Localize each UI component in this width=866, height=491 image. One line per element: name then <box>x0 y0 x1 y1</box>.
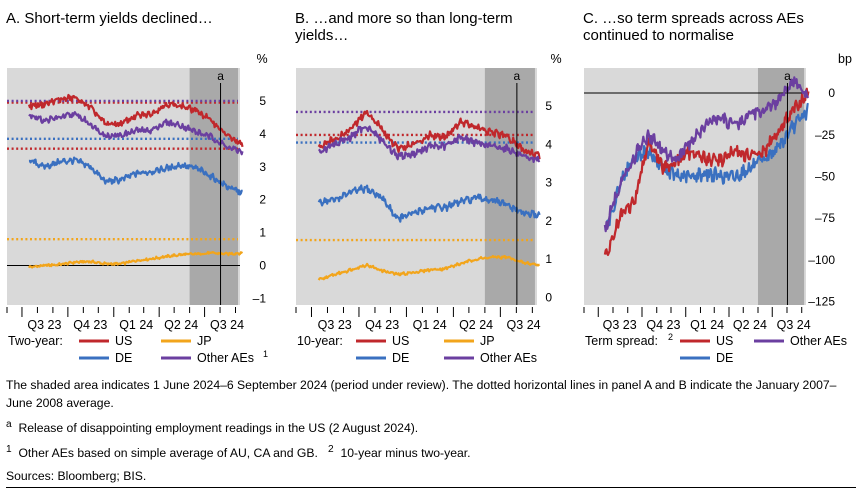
event-marker-label: a <box>784 69 791 83</box>
y-tick-label: 1 <box>259 226 266 240</box>
x-tick-label: Q4 23 <box>73 318 107 332</box>
note-2-mark: 2 <box>328 444 334 456</box>
chart-panel-c: C. …so term spreads across AEs continued … <box>583 10 852 365</box>
sources-note: Sources: Bloomberg; BIS. <box>6 469 147 483</box>
legend-label: JP <box>480 334 495 348</box>
series-line-us <box>317 109 541 160</box>
event-marker-label: a <box>514 69 521 83</box>
series-line-de <box>317 184 541 223</box>
y-tick-label: 2 <box>259 193 266 207</box>
legend-superscript: 1 <box>263 349 268 359</box>
y-tick-label: 0 <box>259 259 266 273</box>
y-tick-label: –1 <box>253 291 267 305</box>
chart-panel-a: A. Short-term yields declined…% 5 4 3 2 1 0 –1 a… <box>6 10 268 365</box>
x-tick-label: Q2 24 <box>733 318 767 332</box>
note-1-text: Other AEs based on simple average of AU,… <box>18 446 318 461</box>
series-line-us <box>603 87 810 256</box>
legend-label: Other AEs <box>790 334 847 348</box>
note-a: a Release of disappointing employment re… <box>6 416 856 437</box>
legend-label: US <box>716 334 733 348</box>
series-line-other-aes <box>28 111 244 156</box>
legend-label: DE <box>716 351 733 365</box>
panel-b-title-line: B. …and more so than long-term <box>295 10 513 27</box>
series-line-de <box>604 102 809 232</box>
panel-b-title-line: yields… <box>295 27 348 44</box>
x-tick-label: Q3 23 <box>318 318 352 332</box>
note-2-text: 10-year minus two-year. <box>340 446 471 461</box>
panel-a-title: A. Short-term yields declined… <box>6 10 213 27</box>
note-a-mark: a <box>6 419 12 430</box>
series-line-jp <box>28 250 244 269</box>
x-tick-label: Q2 24 <box>164 318 198 332</box>
x-tick-label: Q3 23 <box>603 318 637 332</box>
x-tick-label: Q3 24 <box>210 318 244 332</box>
y-tick-label: 5 <box>259 94 266 108</box>
event-marker-label: a <box>217 69 224 83</box>
legend-label: JP <box>197 334 212 348</box>
x-tick-label: Q4 23 <box>646 318 680 332</box>
legend-title: Two-year: <box>8 334 63 348</box>
y-tick-label: 2 <box>545 214 552 228</box>
x-tick-label: Q4 23 <box>365 318 399 332</box>
legend-title: 10-year: <box>297 334 343 348</box>
panel-c-title-line: continued to normalise <box>583 27 734 44</box>
legend-label: US <box>115 334 132 348</box>
y-tick-label: –50 <box>815 169 835 183</box>
legend-label: DE <box>115 351 132 365</box>
y-tick-label: 3 <box>259 160 266 174</box>
series-line-other-aes <box>603 76 810 233</box>
x-tick-label: Q1 24 <box>690 318 724 332</box>
panel-c-title: C. …so term spreads across AEs continued … <box>583 10 804 44</box>
note-1-mark: 1 <box>6 444 12 456</box>
panel-a-title-line: A. Short-term yields declined… <box>6 10 213 27</box>
note-shading: The shaded area indicates 1 June 2024–6 … <box>6 378 837 410</box>
y-tick-label: –75 <box>815 211 835 225</box>
x-tick-label: Q1 24 <box>119 318 153 332</box>
x-tick-label: Q3 23 <box>27 318 61 332</box>
legend-title: Term spread: <box>585 334 658 348</box>
series-line-us <box>27 93 244 148</box>
x-tick-label: Q3 24 <box>507 318 541 332</box>
y-tick-label: 1 <box>545 252 552 266</box>
series-line-other-aes <box>318 125 541 163</box>
panel-c-unit: bp <box>838 52 852 66</box>
series-line-jp <box>317 254 540 281</box>
panel-b-title: B. …and more so than long-term yields… <box>295 10 513 44</box>
y-tick-label: 4 <box>545 137 552 151</box>
legend-label: DE <box>392 351 409 365</box>
x-tick-label: Q2 24 <box>459 318 493 332</box>
panel-b-unit: % <box>550 52 561 66</box>
y-tick-label: –25 <box>815 128 835 142</box>
y-tick-label: 0 <box>828 86 835 100</box>
legend-label: US <box>392 334 409 348</box>
series-line-de <box>28 156 243 196</box>
note-1-2: 1 Other AEs based on simple average of A… <box>6 441 856 462</box>
legend-label: Other AEs <box>197 351 254 365</box>
x-tick-label: Q1 24 <box>413 318 447 332</box>
y-tick-label: 3 <box>545 176 552 190</box>
y-tick-label: 4 <box>259 127 266 141</box>
chart-notes: The shaded area indicates 1 June 2024–6 … <box>6 376 856 462</box>
y-tick-label: –125 <box>808 295 835 309</box>
y-tick-label: –100 <box>808 253 835 267</box>
legend-superscript: 2 <box>668 332 673 342</box>
note-a-text: Release of disappointing employment read… <box>18 421 419 436</box>
y-tick-label: 5 <box>545 99 552 113</box>
panel-c-title-line: C. …so term spreads across AEs <box>583 10 804 27</box>
chart-panel-b: B. …and more so than long-term yields…% 5 4… <box>295 10 562 365</box>
legend-label: Other AEs <box>480 351 537 365</box>
shaded-period <box>484 68 535 305</box>
x-tick-label: Q3 24 <box>777 318 811 332</box>
bottom-rule <box>6 487 856 488</box>
y-tick-label: 0 <box>545 290 552 304</box>
panel-a-unit: % <box>256 52 267 66</box>
